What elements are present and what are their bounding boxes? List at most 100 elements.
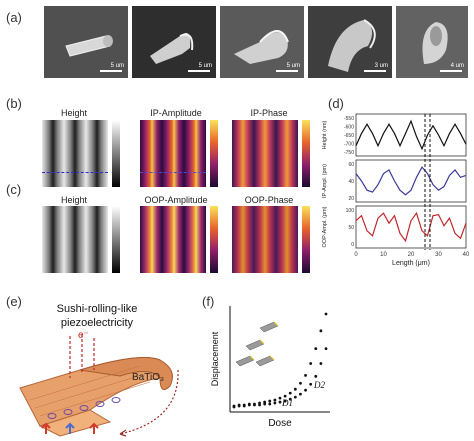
subplot-frame-2 xyxy=(355,205,467,249)
data-point-s0 xyxy=(288,391,292,395)
line-profile-chart: -550 -600 -650 -700 -750 Height (nm) 60 40 20 IP-… xyxy=(322,113,470,267)
y-axis-label: OOP-Ampl. (pm) xyxy=(322,206,328,247)
y-axis-label: Height (nm) xyxy=(322,120,328,149)
diagram-title: Sushi-rolling-like piezoelectricity xyxy=(22,302,172,330)
data-point-s1 xyxy=(253,403,256,407)
scalebar-label-3: 5 um xyxy=(286,63,300,69)
colorbar-ip-phase xyxy=(302,120,310,187)
colorbar-height-c xyxy=(112,206,120,273)
y-tick-label: 100 xyxy=(346,208,355,214)
data-point-s0 xyxy=(309,362,313,365)
data-point-s1 xyxy=(309,382,313,386)
height-map-c xyxy=(42,206,108,273)
map-title-b-ip-amplitude: IP-Amplitude xyxy=(150,108,202,118)
data-point-s0 xyxy=(258,401,261,405)
sheet-edge-icon-1 xyxy=(259,339,265,345)
y-tick-label: -650 xyxy=(344,133,354,139)
data-point-s1 xyxy=(299,392,302,396)
x-tick-label: 40 xyxy=(463,252,470,258)
data-point-s1 xyxy=(268,402,272,406)
panel-label-f: (f) xyxy=(202,294,215,309)
data-point-s1 xyxy=(319,362,323,365)
data-point-s0 xyxy=(278,396,282,400)
diagram-title-line-2: piezoelectricity xyxy=(60,317,134,329)
displacement-dose-chart: Displacement Dose D1 D2 xyxy=(210,306,330,429)
data-point-s1 xyxy=(314,374,318,378)
data-point-s0 xyxy=(299,381,302,385)
x-tick-label: 10 xyxy=(380,252,387,258)
oop-phase-map xyxy=(232,206,298,273)
map-title-b-ip-phase: IP-Phase xyxy=(250,108,288,118)
panel-label-d: (d) xyxy=(328,96,344,111)
colorbar-oop-phase xyxy=(302,206,310,273)
y-axis-label: Displacement xyxy=(210,331,220,386)
map-title-c-oop-phase: OOP-Phase xyxy=(244,195,294,205)
sem-image-2: 5 um xyxy=(132,6,216,78)
data-point-s0 xyxy=(283,394,287,398)
map-title-b-height: Height xyxy=(60,108,87,118)
y-tick-label: 50 xyxy=(348,225,354,231)
oop-amplitude-map xyxy=(140,206,206,273)
material-label: BaTiO₃ xyxy=(132,372,165,383)
colorbar-ip-amplitude xyxy=(210,120,218,187)
sushi-rolling-diagram xyxy=(19,334,179,437)
data-point-s0 xyxy=(324,312,328,316)
data-point-s1 xyxy=(247,403,251,407)
panel-label-a: (a) xyxy=(6,10,22,25)
subplot-frame-0 xyxy=(355,113,467,157)
data-point-s1 xyxy=(242,404,246,408)
y-tick-label: 0 xyxy=(351,242,354,248)
data-point-s1 xyxy=(278,400,282,404)
sem-image-1: 5 um xyxy=(44,6,128,78)
y-axis-label: IP-Ampl. (pm) xyxy=(322,164,328,198)
data-point-s1 xyxy=(283,399,287,403)
map-title-c-height: Height xyxy=(60,195,87,205)
data-point-s0 xyxy=(273,398,277,402)
colorbar-height-b xyxy=(112,120,120,187)
scalebar-label-1: 5 um xyxy=(110,63,124,69)
sem-image-5: 4 um xyxy=(396,6,468,78)
panel-label-c: (c) xyxy=(6,182,22,197)
data-point-s0 xyxy=(304,373,307,377)
electron-label: e⁻ xyxy=(78,330,89,341)
ip-phase-map xyxy=(232,120,298,187)
data-point-s1 xyxy=(304,388,307,392)
data-point-s0 xyxy=(268,399,272,403)
data-point-s1 xyxy=(258,403,261,407)
x-tick-label: 0 xyxy=(354,252,358,258)
y-tick-label: -750 xyxy=(344,150,354,156)
profile-line-0 xyxy=(355,119,467,151)
panel-label-b: (b) xyxy=(6,96,22,111)
sheet-edge-icon-0 xyxy=(273,321,279,327)
colorbar-oop-amplitude xyxy=(210,206,218,273)
data-point-s0 xyxy=(293,387,297,391)
y-tick-label: -700 xyxy=(344,142,354,148)
scalebar-label-5: 4 um xyxy=(450,63,464,69)
data-point-s1 xyxy=(263,402,267,406)
diagram-title-line-1: Sushi-rolling-like xyxy=(56,303,138,315)
data-point-s1 xyxy=(293,395,297,399)
x-tick-label: 20 xyxy=(408,252,415,258)
profile-line-1 xyxy=(355,166,467,196)
sheet-edge-icon-2 xyxy=(249,355,255,361)
y-tick-label: 60 xyxy=(348,162,354,168)
y-tick-label: -550 xyxy=(344,116,354,122)
data-point-s0 xyxy=(263,400,267,404)
data-point-s1 xyxy=(232,405,236,409)
data-point-s1 xyxy=(288,397,292,401)
profile-line-2 xyxy=(355,211,467,243)
height-map-b xyxy=(42,120,108,187)
data-point-s1 xyxy=(324,347,328,351)
sheet-edge-icon-3 xyxy=(269,355,275,361)
y-tick-label: 20 xyxy=(348,196,354,202)
data-point-s0 xyxy=(319,329,323,333)
data-point-s1 xyxy=(237,404,241,408)
y-tick-label: -600 xyxy=(344,125,354,131)
data-point-s0 xyxy=(314,347,318,351)
y-tick-label: 40 xyxy=(348,179,354,185)
x-axis-label: Length (μm) xyxy=(392,260,430,267)
annotation-d1: D1 xyxy=(281,398,293,408)
x-tick-label: 30 xyxy=(435,252,442,258)
sem-image-4: 3 um xyxy=(308,6,392,78)
subplot-frame-1 xyxy=(355,159,467,203)
